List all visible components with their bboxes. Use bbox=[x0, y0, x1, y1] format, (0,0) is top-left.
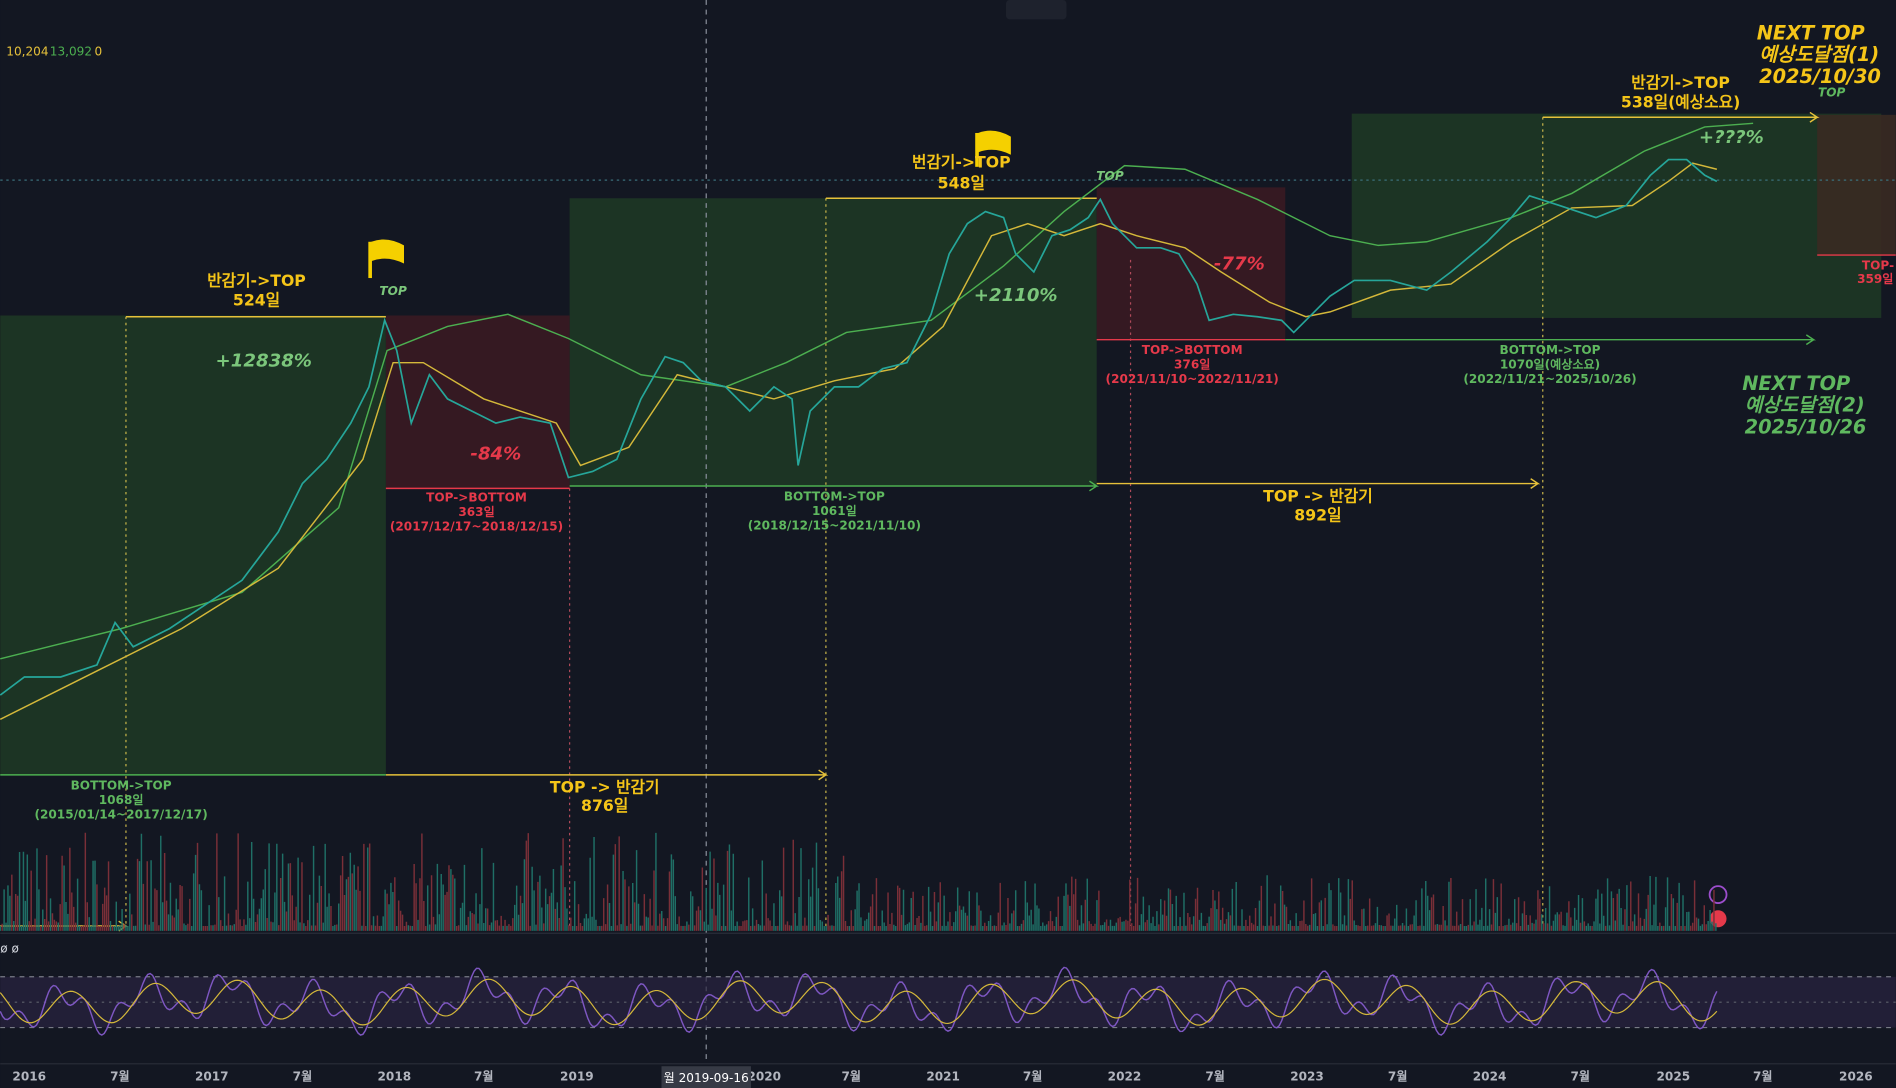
x-axis-label: 7월 bbox=[1753, 1069, 1773, 1084]
annotation: (2021/11/10~2022/11/21) bbox=[1106, 372, 1279, 386]
crosshair-label: 월 2019-09-16 bbox=[664, 1071, 749, 1085]
toolbar-button[interactable] bbox=[1006, 0, 1067, 20]
range-box bbox=[385, 315, 570, 489]
crosshair-label-box bbox=[661, 1066, 751, 1088]
annotation: +???% bbox=[1699, 127, 1764, 148]
volume-texture bbox=[0, 832, 1717, 931]
x-axis-label: 7월 bbox=[1205, 1069, 1225, 1084]
annotation: TOP- bbox=[1862, 258, 1894, 272]
x-axis-label: 2023 bbox=[1290, 1070, 1324, 1084]
header-value: 0 bbox=[95, 44, 103, 58]
short-average bbox=[0, 162, 1718, 720]
annotation: 예상도달점(2) bbox=[1745, 394, 1865, 417]
annotation: 376일 bbox=[1174, 358, 1210, 372]
x-axis-label: 2024 bbox=[1473, 1070, 1507, 1084]
range-box bbox=[569, 198, 1097, 486]
annotation: TOP bbox=[1096, 169, 1124, 183]
rsi-texture bbox=[0, 966, 1718, 1036]
annotation: NEXT TOP bbox=[1742, 372, 1850, 395]
event-icon[interactable] bbox=[1708, 885, 1728, 904]
rsi-texture bbox=[0, 978, 1718, 1026]
x-axis-label: 2022 bbox=[1108, 1070, 1142, 1084]
x-axis-label: 7월 bbox=[293, 1069, 313, 1084]
annotation: TOP -> 반감기 bbox=[550, 778, 660, 797]
flag-icon bbox=[368, 239, 404, 279]
range-box bbox=[1817, 114, 1896, 256]
x-axis-label: 2018 bbox=[378, 1070, 412, 1084]
annotation: 번감기->TOP bbox=[912, 153, 1011, 172]
annotation: (2022/11/21~2025/10/26) bbox=[1463, 372, 1636, 386]
annotation: 363일 bbox=[458, 505, 494, 519]
volume-texture bbox=[1, 832, 1715, 931]
annotation: TOP -> 반감기 bbox=[1263, 486, 1373, 505]
annotation: BOTTOM->TOP bbox=[71, 778, 172, 792]
annotation: (2015/01/14~2017/12/17) bbox=[34, 807, 207, 821]
x-axis-label: 7월 bbox=[842, 1069, 862, 1084]
x-axis-label: 2020 bbox=[747, 1070, 781, 1084]
annotation: +12838% bbox=[216, 350, 312, 371]
annotation: 예상도달점(1) bbox=[1759, 43, 1879, 66]
annotation: BOTTOM->TOP bbox=[1500, 343, 1601, 357]
price-line bbox=[0, 158, 1718, 696]
annotation: TOP bbox=[379, 284, 407, 298]
x-axis-label: 2019 bbox=[560, 1070, 594, 1084]
x-axis-label: 2025 bbox=[1657, 1070, 1691, 1084]
annotation: 548일 bbox=[938, 173, 985, 192]
rsi-label: ø ø bbox=[0, 941, 19, 955]
annotation: 1070일(예상소요) bbox=[1500, 357, 1600, 372]
annotation: 1068일 bbox=[99, 793, 144, 807]
long-average bbox=[0, 122, 1754, 660]
annotation: 1061일 bbox=[812, 504, 857, 518]
range-box bbox=[1096, 187, 1286, 340]
annotation: TOP->BOTTOM bbox=[426, 491, 527, 505]
annotation: 538일(예상소요) bbox=[1621, 92, 1740, 111]
annotation: 반감기->TOP bbox=[1631, 73, 1730, 92]
annotation: (2018/12/15~2021/11/10) bbox=[748, 518, 921, 532]
guides bbox=[0, 0, 1896, 1064]
range-box bbox=[1351, 113, 1882, 318]
annotation: 2025/10/30 bbox=[1759, 65, 1881, 88]
flag-icon bbox=[975, 130, 1011, 167]
x-axis-label: 7월 bbox=[1570, 1069, 1590, 1084]
x-axis-label: 2016 bbox=[12, 1070, 46, 1084]
header-value: 13,092 bbox=[50, 44, 92, 58]
annotation: TOP bbox=[1818, 86, 1846, 100]
annotation: (2017/12/17~2018/12/15) bbox=[390, 520, 563, 534]
x-axis-label: 7월 bbox=[474, 1069, 494, 1084]
x-axis-label: 7월 bbox=[110, 1069, 130, 1084]
annotation: 2025/10/26 bbox=[1745, 415, 1867, 438]
annotation: TOP->BOTTOM bbox=[1142, 343, 1243, 357]
x-axis-label: 7월 bbox=[1388, 1069, 1408, 1084]
range-box bbox=[0, 315, 386, 775]
annotation: +2110% bbox=[974, 285, 1058, 306]
annotation: NEXT TOP bbox=[1757, 21, 1865, 44]
x-axis-label: 2017 bbox=[195, 1070, 229, 1084]
annotation: 524일 bbox=[233, 291, 280, 310]
annotation: 892일 bbox=[1294, 506, 1341, 525]
annotation: 반감기->TOP bbox=[207, 271, 306, 290]
header-value: 10,204 bbox=[6, 44, 48, 58]
annotation: 876일 bbox=[581, 796, 628, 815]
x-axis-label: 7월 bbox=[1023, 1069, 1043, 1084]
annotation: 359일 bbox=[1857, 272, 1893, 286]
annotation: BOTTOM->TOP bbox=[784, 489, 885, 503]
x-axis-label: 2026 bbox=[1839, 1070, 1873, 1084]
annotation: -77% bbox=[1214, 254, 1265, 275]
annotation: -84% bbox=[470, 444, 521, 465]
x-axis-label: 2021 bbox=[926, 1070, 960, 1084]
